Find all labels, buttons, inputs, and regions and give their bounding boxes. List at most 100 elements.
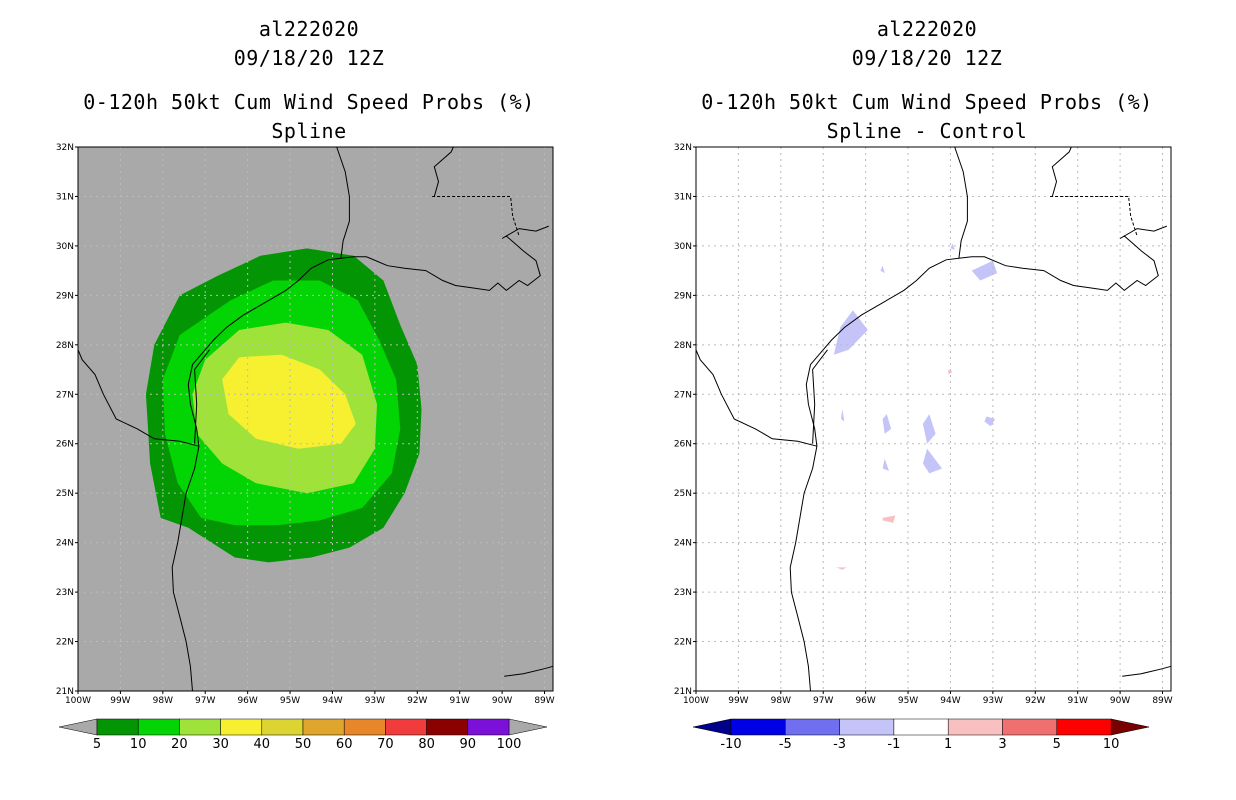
lat-lon-grid <box>696 147 1171 691</box>
colorbar-arrow-low <box>58 718 98 736</box>
difference-area <box>922 414 936 444</box>
map-frame <box>77 146 554 692</box>
difference-area <box>882 414 892 434</box>
lat-label: 32N <box>674 143 692 153</box>
datetime: 09/18/20 12Z <box>233 46 385 70</box>
subtitle: Spline - Control <box>826 119 1028 143</box>
colorbar-label: -5 <box>779 737 792 752</box>
colorbar-arrow-high <box>1110 718 1150 736</box>
difference-area <box>948 369 953 375</box>
river <box>1051 146 1072 197</box>
sabine-river <box>336 146 350 259</box>
product-title: 0-120h 50kt Cum Wind Speed Probs (%) <box>701 90 1153 114</box>
lat-label: 30N <box>56 242 74 252</box>
lat-label: 29N <box>56 291 74 301</box>
colorbar-swatch <box>1002 718 1058 736</box>
colorbar-label: 1 <box>944 737 952 752</box>
colorbar-label: 3 <box>998 737 1006 752</box>
difference-area <box>880 265 885 274</box>
colorbar-swatch <box>137 718 180 736</box>
colorbar-label: 5 <box>93 737 101 752</box>
colorbar-swatch <box>1056 718 1112 736</box>
difference-map: 100W 99W 98W 97W 96W 95W 94W 93W 92W 91W 90W 89W 32N… <box>674 143 1173 752</box>
sabine-river <box>954 146 968 259</box>
lon-label: 93W <box>983 696 1003 706</box>
lon-label: 100W <box>65 696 91 706</box>
difference-area <box>984 416 995 427</box>
lon-label: 98W <box>771 696 791 706</box>
difference-area <box>971 260 998 281</box>
lat-label: 24N <box>674 539 692 549</box>
lat-label: 26N <box>56 440 74 450</box>
probability-map: 100W 99W 98W 97W 96W 95W 94W 93W 92W 91W 90W 89W 32N… <box>56 143 555 752</box>
lon-label: 91W <box>450 696 470 706</box>
colorbar-swatch <box>302 718 345 736</box>
lat-lon-grid <box>78 147 553 691</box>
colorbar-swatch <box>96 718 139 736</box>
lat-label: 28N <box>674 341 692 351</box>
lat-label: 22N <box>56 638 74 648</box>
lat-label: 27N <box>56 390 74 400</box>
colorbar-swatch <box>730 718 786 736</box>
panel-spline-minus-control: al222020 09/18/20 12Z 0-120h 50kt Cum Wi… <box>618 0 1236 800</box>
lon-label: 96W <box>237 696 257 706</box>
lat-label: 25N <box>674 489 692 499</box>
colorbar-swatch <box>785 718 840 736</box>
lat-label: 30N <box>674 242 692 252</box>
difference-area <box>950 243 955 250</box>
lon-label: 94W <box>322 696 342 706</box>
colorbar-label: 70 <box>377 737 394 752</box>
lon-label: 89W <box>534 696 554 706</box>
lon-label: 95W <box>280 696 300 706</box>
lon-label: 92W <box>1025 696 1045 706</box>
colorbar-swatch <box>179 718 221 736</box>
gulf-coastline <box>171 225 549 692</box>
lat-label: 29N <box>674 291 692 301</box>
colorbar: -10 -5 -3 -1 1 3 5 10 <box>692 718 1150 752</box>
barrier-island <box>812 349 828 444</box>
lat-label: 23N <box>56 588 74 598</box>
river <box>433 146 454 197</box>
colorbar-label: 30 <box>212 737 229 752</box>
us-mexico-border <box>695 349 818 447</box>
colorbar-label: 10 <box>1103 737 1120 752</box>
lat-label: 32N <box>56 143 74 153</box>
lon-label: 96W <box>855 696 875 706</box>
colorbar-swatch <box>343 718 386 736</box>
lat-label: 23N <box>674 588 692 598</box>
difference-area <box>882 458 889 471</box>
us-mexico-border <box>77 349 200 447</box>
colorbar-label: 50 <box>295 737 312 752</box>
colorbar-label: 60 <box>336 737 353 752</box>
lon-label: 97W <box>195 696 215 706</box>
map-background <box>696 147 1171 691</box>
colorbar-label: -3 <box>833 737 846 752</box>
colorbar-arrow-low <box>692 718 732 736</box>
difference-area <box>882 515 896 523</box>
difference-area <box>922 448 942 474</box>
contour-30pct <box>222 354 356 449</box>
yucatan-coast <box>1122 665 1172 677</box>
lat-label: 28N <box>56 341 74 351</box>
lat-label: 27N <box>674 390 692 400</box>
storm-id: al222020 <box>258 17 360 41</box>
lat-label: 22N <box>674 638 692 648</box>
lat-label: 21N <box>56 687 74 697</box>
coastlines <box>77 146 554 692</box>
lon-label: 92W <box>407 696 427 706</box>
lon-label: 94W <box>940 696 960 706</box>
lat-label: 31N <box>674 192 692 202</box>
colorbar-swatch <box>947 718 1003 736</box>
colorbar-swatch <box>426 718 469 736</box>
lon-label: 90W <box>1110 696 1130 706</box>
lon-label: 100W <box>683 696 709 706</box>
colorbar-label: -10 <box>720 737 741 752</box>
difference-area <box>836 567 847 570</box>
subtitle: Spline <box>271 119 347 143</box>
colorbar-swatch <box>467 718 510 736</box>
colorbar-label: -1 <box>887 737 900 752</box>
storm-id: al222020 <box>876 17 978 41</box>
colorbar-swatch <box>261 718 304 736</box>
lon-label: 99W <box>728 696 748 706</box>
colorbar: 5 10 20 30 40 50 60 70 80 90 100 <box>58 718 548 752</box>
